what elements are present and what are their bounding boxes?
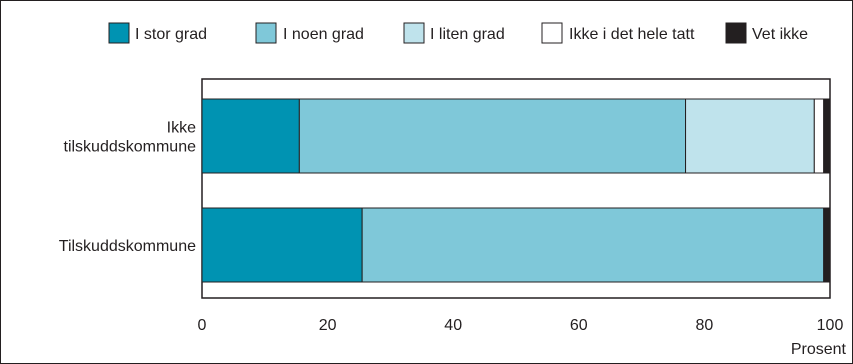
x-tick-label-0: 0 bbox=[198, 317, 207, 334]
category-label-0-line-1: tilskuddskommune bbox=[64, 139, 197, 156]
x-tick-label-4: 80 bbox=[696, 317, 714, 334]
bar-segment-0-4 bbox=[823, 98, 831, 174]
bar-segment-1-1 bbox=[361, 207, 825, 283]
x-tick-label-5: 100 bbox=[817, 317, 844, 334]
x-axis-label: Prosent bbox=[791, 341, 847, 358]
bar-segment-1-4 bbox=[823, 207, 831, 283]
bar-segment-0-2 bbox=[685, 98, 815, 174]
bar-segment-1-0 bbox=[201, 207, 363, 283]
legend-swatch-4 bbox=[725, 22, 747, 44]
bar-segment-0-1 bbox=[298, 98, 687, 174]
legend-label-2: I liten grad bbox=[430, 26, 505, 43]
x-tick-label-1: 20 bbox=[319, 317, 337, 334]
legend-swatch-0 bbox=[108, 22, 130, 44]
legend-swatch-2 bbox=[403, 22, 425, 44]
chart-legend: I stor grad I noen grad I liten grad Ikke i… bbox=[108, 22, 808, 44]
bar-segment-0-0 bbox=[201, 98, 300, 174]
legend-swatch-1 bbox=[255, 22, 277, 44]
category-label-0-line-0: Ikke bbox=[167, 120, 196, 137]
category-labels: Ikke tilskuddskommune Tilskuddskommune bbox=[59, 120, 196, 256]
x-tick-label-3: 60 bbox=[570, 317, 588, 334]
legend-label-1: I noen grad bbox=[283, 26, 364, 43]
bar-segment-0-3 bbox=[813, 98, 825, 174]
category-label-1-line-0: Tilskuddskommune bbox=[59, 238, 196, 255]
legend-label-4: Vet ikke bbox=[752, 26, 808, 43]
legend-swatch-3 bbox=[541, 22, 563, 44]
x-tick-label-2: 40 bbox=[444, 317, 462, 334]
legend-label-0: I stor grad bbox=[135, 26, 207, 43]
bars-group bbox=[201, 98, 831, 283]
legend-label-3: Ikke i det hele tatt bbox=[569, 26, 695, 43]
x-tick-labels: 0 20 40 60 80 100 bbox=[198, 317, 844, 334]
